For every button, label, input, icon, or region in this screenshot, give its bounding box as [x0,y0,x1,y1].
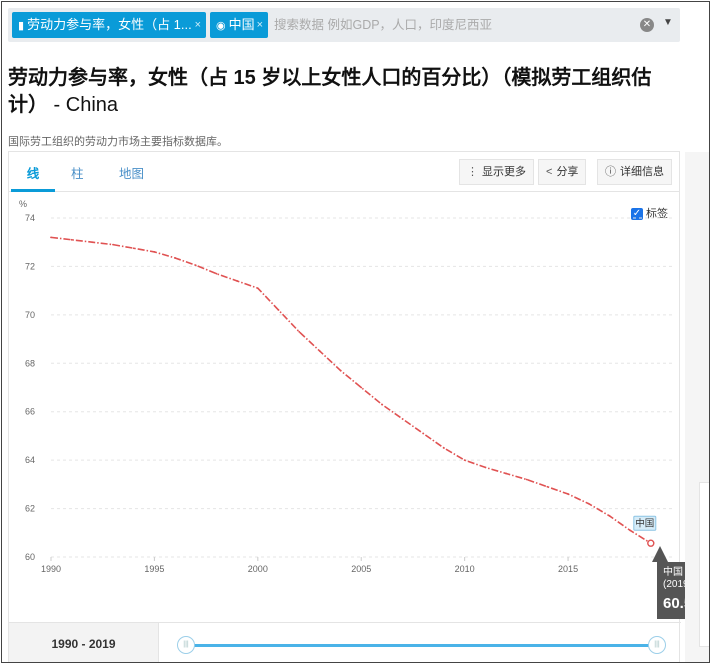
country-chip[interactable]: ◉ 中国 × [210,12,268,38]
tab-line[interactable]: 线 [11,163,55,192]
data-point [277,309,280,311]
data-point [215,272,218,275]
range-label: 1990 - 2019 [9,623,159,662]
country-chip-label: 中国 [228,17,255,32]
details-label: 详细信息 [620,166,664,178]
end-label-box [633,515,657,531]
data-point [381,403,383,406]
x-tick-label: 2015 [558,564,578,574]
data-point [401,418,404,420]
data-point [194,264,197,267]
data-point [256,287,259,290]
y-tick-label: 72 [25,261,35,271]
right-sidebar-strip [685,152,709,662]
bar-chart-icon: ▮ [18,20,25,32]
page-title-main: 劳动力参与率，女性（占 15 岁以上女性人口的百分比）（模拟劳工组织估计） [8,67,652,116]
range-slider: 1990 - 2019 ||| ||| [9,622,681,662]
chevron-down-icon[interactable]: ▼ [663,17,673,28]
y-axis-unit: % [19,199,27,209]
y-tick-label: 60 [25,552,35,562]
info-icon: ⓘ [605,166,616,178]
indicator-chip-label: 劳动力参与率，女性（占 1... [27,17,192,32]
indicator-chip[interactable]: ▮ 劳动力参与率，女性（占 1... × [12,12,206,38]
chart-panel: 线 柱 地图 ⋮ 显示更多 < 分享 ⓘ 详细信息 ✓ 标签 % 60 62 64 66 68 70… [8,151,681,662]
data-point [587,502,590,505]
slider-handle-end[interactable]: ||| [648,636,666,654]
more-vertical-icon: ⋮ [467,166,478,178]
data-point [339,369,342,372]
share-button[interactable]: < 分享 [538,159,587,185]
label-toggle-text: 标签 [646,208,668,220]
search-bar: ▮劳动力参与率，女性（占 1... × ◉中国 × ✕ ▼ [8,8,680,42]
x-tick-label: 2005 [351,564,371,574]
slider-track[interactable] [185,644,657,647]
end-point-marker [647,539,655,547]
x-tick-label: 1995 [144,564,164,574]
sidebar-panel-edge [699,482,709,647]
data-point [50,236,52,239]
tab-bar[interactable]: 柱 [71,167,84,181]
tooltip-arrow [652,546,668,562]
location-pin-icon: ◉ [216,20,226,32]
x-tick-label: 2010 [455,564,475,574]
data-point [546,485,549,488]
data-point [174,257,176,259]
data-point [443,447,445,449]
data-point [153,251,156,253]
slider-handle-start[interactable]: ||| [177,636,195,654]
data-point [629,529,632,532]
data-point [360,386,363,389]
search-input[interactable] [274,16,634,34]
data-point [505,472,507,475]
data-point [567,493,569,495]
share-icon: < [546,166,553,178]
y-tick-label: 62 [25,504,35,514]
tooltip-year: (2019) [663,579,692,590]
tooltip-name: 中国 [663,567,683,578]
data-point [463,459,466,462]
share-label: 分享 [556,166,579,178]
tab-map[interactable]: 地图 [119,167,145,181]
data-point [608,514,611,517]
series-line [50,236,652,544]
y-tick-label: 74 [25,213,35,223]
x-tick-label: 1990 [41,564,61,574]
data-point [318,350,321,353]
show-more-label: 显示更多 [482,166,526,178]
data-point [525,478,528,481]
data-point [298,330,301,333]
y-tick-label: 68 [25,358,35,368]
indicator-chip-close-icon[interactable]: × [194,19,201,31]
details-button[interactable]: ⓘ 详细信息 [597,159,672,185]
source-text: 国际劳工组织的劳动力市场主要指标数据库。 [8,136,228,148]
line-chart: % 60 62 64 66 68 70 72 74 1990 1995 2000 2005 2010 201… [19,199,673,574]
checkbox-checked-icon[interactable]: ✓ [631,208,643,221]
data-point [132,247,135,250]
y-tick-label: 64 [25,455,35,465]
y-tick-label: 66 [25,407,35,417]
data-point [112,243,114,246]
end-label: 中国 [635,518,654,530]
data-point [70,238,73,241]
country-chip-close-icon[interactable]: × [256,19,263,31]
page-title: 劳动力参与率，女性（占 15 岁以上女性人口的百分比）（模拟劳工组织估计） - … [8,65,678,119]
clear-icon[interactable]: ✕ [640,18,654,32]
chart-tabs: 线 柱 地图 ⋮ 显示更多 < 分享 ⓘ 详细信息 [9,152,679,192]
y-tick-label: 70 [25,310,35,320]
data-point [91,241,94,244]
show-more-button[interactable]: ⋮ 显示更多 [459,159,534,185]
label-toggle[interactable]: ✓ 标签 [631,205,668,221]
page-title-country: - China [48,94,119,116]
data-point [236,280,239,282]
x-tick-label: 2000 [248,564,268,574]
data-point [422,432,425,435]
data-point [484,466,487,469]
